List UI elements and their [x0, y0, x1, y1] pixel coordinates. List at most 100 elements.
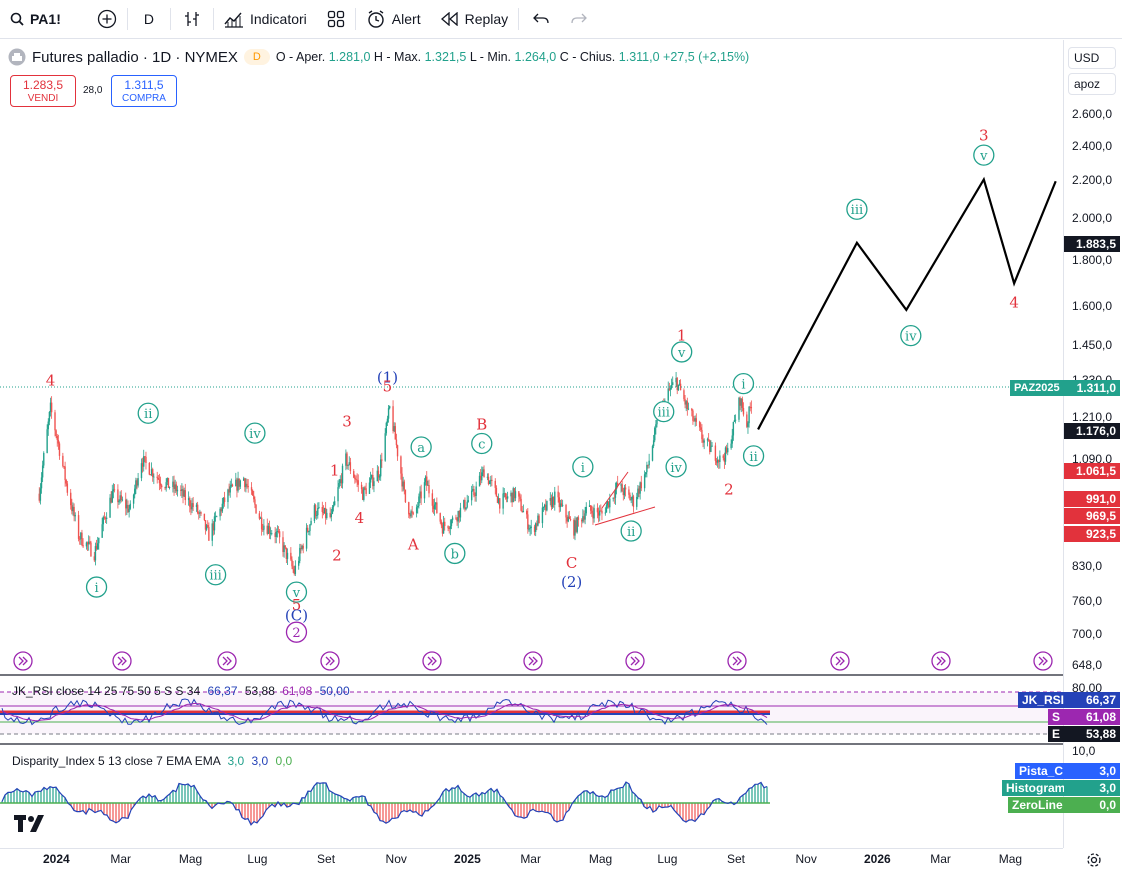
symbol-search[interactable]: PA1! [0, 0, 71, 38]
candle [357, 474, 359, 492]
candle-body [538, 515, 540, 524]
low-label: L - Min. [469, 50, 512, 64]
layouts-button[interactable] [317, 0, 355, 38]
candle-body [222, 497, 225, 504]
candle-body [213, 516, 216, 531]
candle-body [40, 477, 43, 489]
low-value: 1.264,0 [514, 50, 557, 64]
replay-button[interactable]: Replay [431, 0, 519, 38]
candle-body [220, 508, 222, 512]
candle [184, 483, 186, 506]
candle-body [418, 496, 420, 506]
redo-button[interactable] [563, 0, 595, 38]
candle-body [205, 525, 208, 530]
currency-button[interactable]: USD [1068, 47, 1116, 69]
candle [592, 506, 594, 525]
chart-type-button[interactable] [171, 0, 213, 38]
candle [205, 523, 208, 532]
candle [65, 478, 67, 487]
candle-body [357, 480, 359, 485]
rsi-axis-bottom: 10,0 [1072, 744, 1096, 758]
candle [514, 486, 517, 502]
candle-body [39, 488, 42, 501]
candle [207, 520, 209, 529]
histogram-name-tag: Histogram [1002, 780, 1070, 796]
candle [440, 519, 443, 529]
chart-canvas[interactable]: 4iiiiiiivv5(C)21234(1)5aAbBcC(2)iiiiiiiv… [0, 40, 1063, 848]
candle-body [646, 464, 648, 473]
candle [285, 547, 288, 564]
candle [667, 381, 669, 405]
alert-button[interactable]: Alert [356, 0, 431, 38]
candle-body [113, 489, 116, 491]
sell-price: 1.283,5 [22, 78, 64, 92]
candle [98, 537, 100, 550]
compare-symbol-button[interactable] [71, 0, 127, 38]
candle [558, 492, 560, 513]
candle-body [481, 472, 483, 481]
level-969-tag: 969,5 [1064, 508, 1120, 524]
candle [211, 519, 213, 547]
candle-body [71, 505, 73, 512]
candle [48, 411, 51, 426]
candle-body [622, 491, 624, 496]
candle [189, 496, 191, 513]
candle-body [714, 445, 717, 461]
candle [401, 467, 403, 492]
candle [727, 442, 729, 456]
candle [96, 536, 99, 550]
candle [506, 491, 509, 503]
candle-body [120, 495, 122, 500]
candle [597, 507, 600, 523]
candle [518, 490, 520, 503]
candle [677, 384, 680, 392]
candle-body [286, 552, 289, 559]
buy-button[interactable]: 1.311,5 COMPRA [111, 75, 177, 107]
scale-mode-button[interactable]: apoz [1068, 73, 1116, 95]
candle [309, 523, 311, 536]
candle [134, 484, 136, 499]
candle-body [285, 547, 288, 559]
wave-label-text: iii [851, 203, 863, 218]
candle-body [512, 488, 514, 503]
wave-label-text: 4 [355, 509, 365, 527]
disparity-line [1, 781, 768, 826]
wave-label: (1) [377, 369, 398, 387]
candle-body [129, 503, 131, 509]
candle-body [387, 408, 390, 419]
settings-gear-icon[interactable] [1086, 852, 1102, 868]
indicators-button[interactable]: Indicatori [214, 0, 317, 38]
candle [448, 526, 450, 534]
candle [64, 461, 66, 487]
candle-body [208, 526, 210, 541]
candle [632, 494, 635, 513]
sell-button[interactable]: 1.283,5 VENDI [10, 75, 76, 107]
candle [731, 428, 733, 448]
candle-body [543, 504, 546, 507]
candle [229, 480, 231, 498]
interval-button[interactable]: D [128, 0, 170, 38]
candle [451, 515, 454, 524]
candles-layer [38, 371, 753, 577]
candle-body [111, 491, 113, 503]
wave-label: (C) [285, 607, 308, 625]
wave-label-text: 4 [46, 372, 56, 390]
candle-body [734, 419, 737, 421]
candle [637, 484, 639, 500]
candle [284, 545, 286, 550]
wave-label: 5 [292, 596, 302, 614]
candle-body [299, 547, 301, 561]
candle [148, 462, 151, 476]
candle-body [331, 507, 334, 514]
candle [585, 502, 587, 516]
target-price-tag: 1.883,5 [1064, 236, 1120, 252]
time-axis[interactable]: 2024 Mar Mag Lug Set Nov 2025 Mar Mag Lug Set Nov 20… [0, 848, 1063, 872]
wave-label: 1 [677, 327, 687, 345]
candle [190, 500, 192, 516]
candle-body [276, 531, 279, 533]
candle [333, 496, 336, 506]
candle-body [723, 457, 726, 462]
candle [242, 476, 245, 481]
undo-button[interactable] [519, 0, 563, 38]
candle-body [506, 496, 509, 499]
